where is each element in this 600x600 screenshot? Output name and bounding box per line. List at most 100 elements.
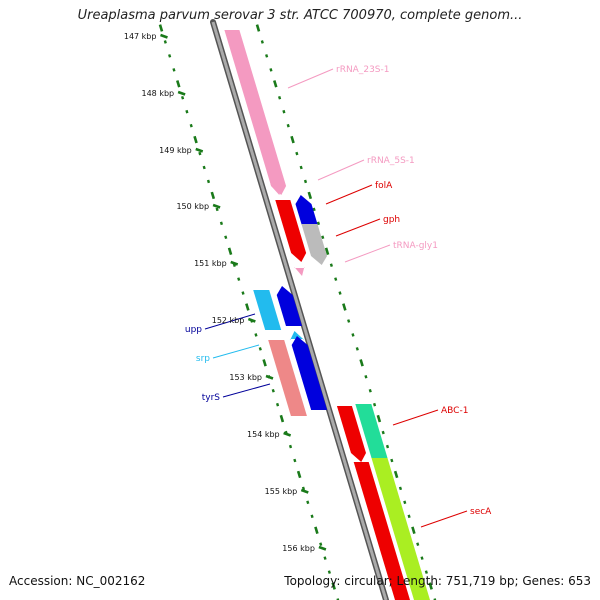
gene-ABC-1-partner-block-body xyxy=(355,404,388,458)
gene-label-tyrS: tyrS xyxy=(202,393,221,403)
tick-minor xyxy=(288,444,293,449)
tick-minor xyxy=(364,374,368,379)
tick-minor xyxy=(416,542,420,546)
tick-minor xyxy=(278,95,282,100)
tick-minor xyxy=(424,570,428,574)
gene-srp-block-body xyxy=(289,331,305,340)
tick-minor xyxy=(198,151,202,156)
gene-label-gph: gph xyxy=(383,215,400,225)
leader-rRNA_5S-1 xyxy=(317,159,365,181)
tick-major xyxy=(342,303,347,311)
tick-major xyxy=(262,359,267,367)
tick-minor xyxy=(433,598,437,600)
gene-upp-cyan-block xyxy=(253,290,282,330)
tick-major xyxy=(428,582,433,590)
right-tick-track xyxy=(255,24,437,600)
gene-tRNA-gly1-block xyxy=(294,267,305,276)
gene-upp-block xyxy=(276,286,302,326)
gene-srp-block xyxy=(289,331,305,340)
tick-minor xyxy=(403,500,407,505)
tick-minor xyxy=(293,458,297,463)
tick-major xyxy=(296,470,302,479)
gene-label-rRNA_5S-1: rRNA_5S-1 xyxy=(367,156,415,166)
tick-minor xyxy=(189,123,193,128)
gene-gph-block xyxy=(301,224,328,265)
tick-mark-major xyxy=(212,203,221,209)
tick-major xyxy=(314,526,319,534)
tick-minor xyxy=(310,514,314,519)
tick-minor xyxy=(269,68,273,72)
tick-minor xyxy=(338,291,342,295)
gene-label-srp: srp xyxy=(196,354,210,364)
gene-secA-block xyxy=(353,462,410,600)
tick-minor xyxy=(398,486,403,491)
tick-minor xyxy=(206,179,211,184)
tick-minor xyxy=(407,514,411,519)
tick-major xyxy=(279,414,285,423)
gene-upp-block-body xyxy=(276,286,302,326)
gene-tyrS-block xyxy=(291,336,328,410)
tick-minor xyxy=(368,388,372,393)
tick-label: 154 kbp xyxy=(247,430,280,439)
tick-mark-major xyxy=(265,374,274,380)
gene-folA-block-body xyxy=(275,200,307,262)
tick-major xyxy=(158,24,164,32)
left-tick-track xyxy=(158,24,340,600)
tick-minor xyxy=(355,347,359,351)
gene-label-upp: upp xyxy=(185,325,202,335)
tick-minor xyxy=(336,598,340,600)
tick-minor xyxy=(306,500,310,505)
tick-mark-major xyxy=(300,488,309,494)
tick-minor xyxy=(329,263,333,267)
gene-tyrS-block-body xyxy=(291,336,328,410)
leader-ABC-1 xyxy=(392,409,439,426)
gene-salmon-block-body xyxy=(268,340,307,416)
gene-rRNA_23S-1-block xyxy=(224,30,287,195)
genome-backbone xyxy=(210,19,389,600)
tick-minor xyxy=(181,95,185,100)
tick-mark-major xyxy=(177,90,186,96)
gene-label-secA: secA xyxy=(470,507,492,517)
tick-major xyxy=(273,80,278,88)
tick-mark-major xyxy=(230,260,239,266)
tick-minor xyxy=(299,165,303,170)
tick-major xyxy=(307,191,313,200)
tick-minor xyxy=(286,123,290,128)
leader-tyrS xyxy=(222,383,271,398)
tick-minor xyxy=(258,347,262,351)
tick-minor xyxy=(224,235,228,240)
tick-label: 152 kbp xyxy=(212,316,245,325)
tick-label: 156 kbp xyxy=(282,544,315,553)
tick-major xyxy=(331,582,336,590)
topology-label: Topology: circular; Length: 751,719 bp; … xyxy=(284,574,591,588)
leader-upp xyxy=(204,313,256,330)
gene-ABC-1-block xyxy=(336,406,367,462)
tick-major xyxy=(411,526,416,534)
tick-mark-major xyxy=(247,317,256,323)
gene-rRNA_5S-1-block xyxy=(270,184,283,195)
tick-minor xyxy=(185,109,189,114)
tick-minor xyxy=(381,430,385,435)
tick-minor xyxy=(327,570,331,574)
leader-rRNA_23S-1 xyxy=(287,68,334,89)
gene-upp-cyan-block-body xyxy=(253,290,282,330)
tick-label: 150 kbp xyxy=(176,202,209,211)
tick-minor xyxy=(172,68,176,72)
tick-minor xyxy=(168,54,172,58)
gene-label-folA: folA xyxy=(375,181,393,191)
gene-secA-partner-block-body xyxy=(371,458,430,600)
tick-labels: 147 kbp 148 kbp 149 kbp 150 kbp 151 kbp 152 k… xyxy=(124,32,327,553)
tick-minor xyxy=(237,277,241,281)
tick-major xyxy=(210,191,216,200)
tick-minor xyxy=(321,235,325,240)
gene-secA-partner-block xyxy=(371,458,430,600)
tick-minor xyxy=(372,402,377,407)
tick-major xyxy=(245,303,250,311)
tick-minor xyxy=(254,333,258,337)
gene-salmon-block xyxy=(268,340,307,416)
tick-minor xyxy=(312,207,316,212)
tick-major xyxy=(376,414,382,423)
tick-minor xyxy=(301,486,306,491)
tick-major xyxy=(290,135,295,144)
gene-label-rRNA_23S-1: rRNA_23S-1 xyxy=(336,65,389,75)
